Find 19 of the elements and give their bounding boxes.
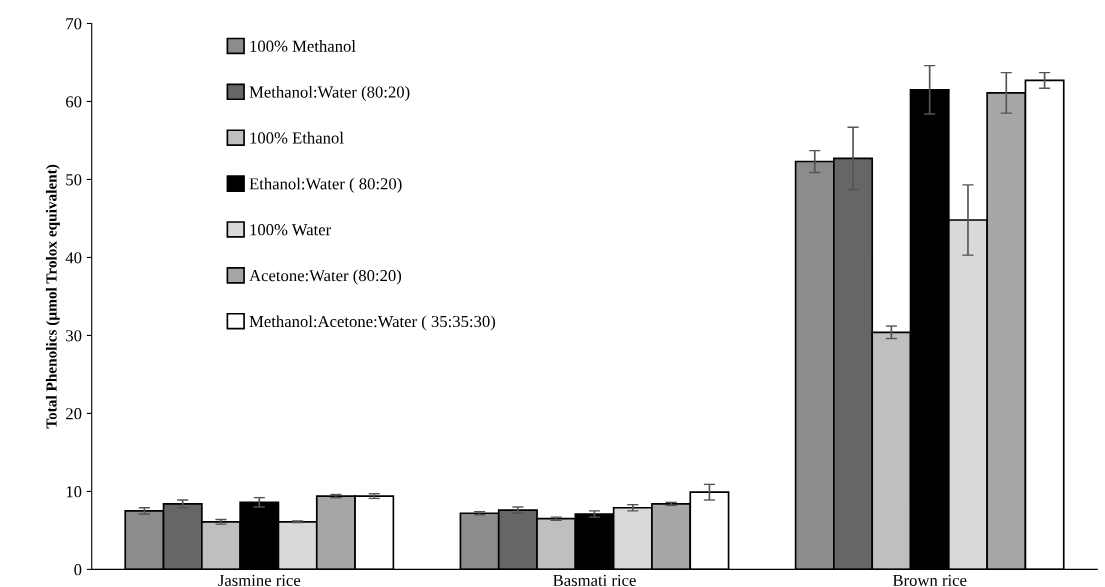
y-axis-title: Total Phenolics (µmol Trolox equivalent) bbox=[45, 164, 60, 429]
legend-label: Ethanol:Water ( 80:20) bbox=[249, 177, 402, 193]
y-tick-label: 70 bbox=[66, 18, 82, 30]
legend-label: 100% Water bbox=[250, 224, 332, 236]
legend-label: 100% Methanol bbox=[250, 40, 356, 52]
legend-label: 100% Ethanol bbox=[250, 131, 344, 144]
legend-label: Methanol:Water (80:20) bbox=[249, 85, 410, 102]
y-tick-label: 60 bbox=[66, 96, 82, 108]
y-tick-label: 30 bbox=[66, 330, 82, 342]
legend-label: Acetone:Water (80:20) bbox=[249, 269, 402, 285]
x-tick-label: Jasmine rice bbox=[218, 574, 301, 586]
y-tick-label: 40 bbox=[65, 252, 82, 264]
x-tick-label: Basmati rice bbox=[553, 574, 636, 586]
y-tick-label: 0 bbox=[74, 564, 82, 576]
legend-label: Methanol:Acetone:Water ( 35:35:30) bbox=[249, 315, 496, 331]
y-tick-label: 50 bbox=[66, 174, 82, 186]
y-tick-label: 20 bbox=[66, 408, 82, 420]
x-tick-label: Brown rice bbox=[892, 574, 967, 586]
y-tick-label: 10 bbox=[66, 486, 82, 498]
